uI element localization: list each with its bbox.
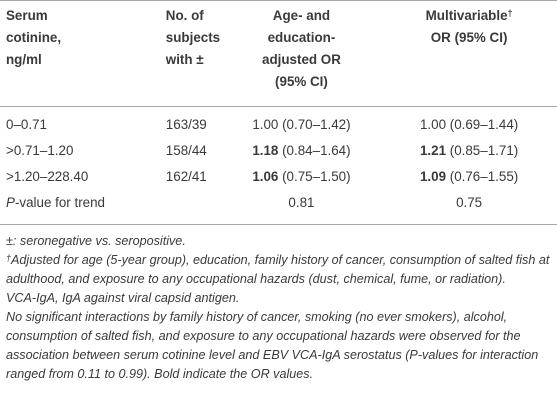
footnote-adjusted-text: Adjusted for age (5-year group), educati… [6, 253, 550, 286]
header-line: adjusted OR [262, 52, 341, 67]
or-value-bold: 1.06 [252, 169, 279, 184]
header-line: ng/ml [6, 52, 42, 67]
table-body: 0–0.71 163/39 1.00 (0.70–1.42) 1.00 (0.6… [0, 106, 557, 216]
table-row-trend: P-value for trend 0.81 0.75 [0, 190, 557, 216]
header-age-education-or: Age- and education- adjusted OR (95% CI) [222, 0, 381, 106]
table-footnotes: ±: seronegative vs. seropositive. †Adjus… [6, 232, 551, 384]
header-line: No. of [165, 8, 204, 23]
header-bottom-rule [0, 106, 557, 107]
row-or-age-education: 1.00 (0.70–1.42) [222, 106, 381, 138]
trend-or-age-education: 0.81 [288, 195, 315, 210]
row-or-multivariable: 1.00 (0.69–1.44) [381, 106, 557, 138]
header-top-rule [0, 0, 557, 1]
table-bottom-rule [0, 224, 557, 225]
header-text: Multivariable [425, 8, 508, 23]
header-line: OR (95% CI) [430, 30, 508, 45]
footnote-adjusted: †Adjusted for age (5-year group), educat… [6, 251, 551, 289]
table-row: >1.20–228.40 162/41 1.06 (0.75–1.50) 1.0… [0, 164, 557, 190]
row-label: >1.20–228.40 [6, 169, 89, 184]
header-line: subjects [165, 30, 221, 45]
header-line: Serum [6, 8, 48, 23]
header-multivariable-or: Multivariable† OR (95% CI) [381, 0, 557, 106]
row-or-age-education: 1.18 (0.84–1.64) [222, 138, 381, 164]
dagger-footnote-marker: † [507, 8, 513, 18]
footnote-interactions: No significant interactions by family hi… [6, 310, 539, 381]
row-label: >0.71–1.20 [6, 143, 74, 158]
or-value-bold: 1.09 [419, 169, 447, 184]
table-row: >0.71–1.20 158/44 1.18 (0.84–1.64) 1.21 … [0, 138, 557, 164]
header-line: with ± [165, 52, 204, 67]
dagger-footnote-marker: † [6, 253, 12, 263]
trend-label-italic: P [6, 195, 15, 210]
row-label: 0–0.71 [6, 117, 47, 132]
trend-count [110, 190, 222, 216]
or-ci: (0.69–1.44) [446, 117, 519, 132]
row-or-age-education: 1.06 (0.75–1.50) [222, 164, 381, 190]
or-ci: (0.85–1.71) [446, 143, 519, 158]
trend-label-rest: -value for trend [14, 195, 105, 210]
or-ci: (0.76–1.55) [446, 169, 519, 184]
header-line: Age- and [272, 8, 331, 23]
header-line: Multivariable† [381, 5, 557, 27]
table-header: Serum cotinine, ng/ml No. of subjects wi… [0, 0, 557, 106]
footnote-seronegative: ±: seronegative vs. seropositive. [6, 234, 186, 248]
row-or-multivariable: 1.21 (0.85–1.71) [381, 138, 557, 164]
or-ci: (0.75–1.50) [278, 169, 351, 184]
or-value-bold: 1.18 [252, 143, 279, 158]
trend-label: P-value for trend [0, 190, 110, 216]
row-count: 162/41 [165, 169, 207, 184]
or-value: 1.00 [252, 117, 279, 132]
header-num-subjects: No. of subjects with ± [110, 0, 222, 106]
or-ci: (0.84–1.64) [278, 143, 351, 158]
row-or-multivariable: 1.09 (0.76–1.55) [381, 164, 557, 190]
or-value: 1.00 [419, 117, 447, 132]
header-serum-cotinine: Serum cotinine, ng/ml [0, 0, 110, 106]
or-ci: (0.70–1.42) [278, 117, 351, 132]
row-count: 158/44 [165, 143, 207, 158]
footnote-vca-iga: VCA-IgA, IgA against viral capsid antige… [6, 291, 240, 305]
table-row: 0–0.71 163/39 1.00 (0.70–1.42) 1.00 (0.6… [0, 106, 557, 138]
data-table: Serum cotinine, ng/ml No. of subjects wi… [0, 0, 557, 216]
header-line: education- [267, 30, 336, 45]
trend-or-multivariable: 0.75 [456, 195, 483, 210]
or-value-bold: 1.21 [419, 143, 447, 158]
header-line: cotinine, [6, 30, 62, 45]
header-row: Serum cotinine, ng/ml No. of subjects wi… [0, 0, 557, 106]
row-count: 163/39 [165, 117, 207, 132]
header-line: (95% CI) [275, 74, 328, 89]
